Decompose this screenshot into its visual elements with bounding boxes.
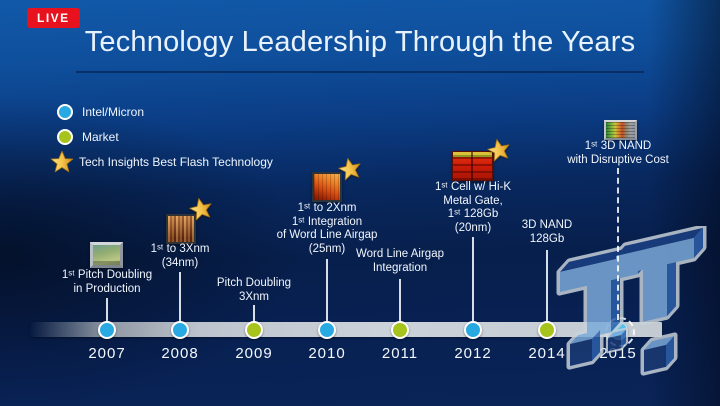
legend-item-market: Market <box>50 129 273 145</box>
legend-item-intel-micron: Intel/Micron <box>50 104 273 120</box>
milestone-connector-2011 <box>399 279 401 322</box>
legend-label: Intel/Micron <box>82 105 145 119</box>
award-star-icon-2008 <box>187 195 215 222</box>
milestone-connector-2015 <box>617 168 619 320</box>
legend-label: Market <box>82 130 119 144</box>
milestone-dot-2009 <box>245 321 263 339</box>
live-badge: LIVE <box>27 8 80 28</box>
slide-title: Technology Leadership Through the Years <box>84 26 636 58</box>
chip-photo-2008 <box>166 214 196 244</box>
milestone-dot-2012 <box>464 321 482 339</box>
market-marker-icon <box>57 129 73 145</box>
chip-photo-2015 <box>604 120 637 140</box>
milestone-label-2015: 1ˢᵗ 3D NAND with Disruptive Cost <box>567 140 669 166</box>
milestone-dot-2011 <box>391 321 409 339</box>
legend-item-best-flash: Tech Insights Best Flash Technology <box>50 150 273 173</box>
tweaktown-watermark-logo <box>556 226 708 382</box>
milestone-connector-2008 <box>179 272 181 322</box>
award-star-icon-2012 <box>485 136 513 163</box>
chip-photo-2012 <box>452 151 493 181</box>
milestone-label-2011: Word Line Airgap Integration <box>355 248 444 274</box>
timeline-year-2010: 2010 <box>308 345 346 362</box>
milestone-dot-2010 <box>318 321 336 339</box>
milestone-connector-2010 <box>326 259 328 322</box>
chip-photo-2010 <box>312 172 342 202</box>
milestone-dot-2014 <box>538 321 556 339</box>
title-divider <box>76 71 644 73</box>
milestone-label-2009: Pitch Doubling 3Xnm <box>216 277 292 303</box>
legend: Intel/Micron Market Tech Insights Best F… <box>50 104 273 179</box>
milestone-connector-2007 <box>106 298 108 322</box>
milestone-dot-2007 <box>98 321 116 339</box>
intel-micron-marker-icon <box>57 104 73 120</box>
milestone-connector-2014 <box>546 250 548 322</box>
milestone-dot-2008 <box>171 321 189 339</box>
milestone-connector-2009 <box>253 305 255 322</box>
milestone-label-2007: 1ˢᵗ Pitch Doubling in Production <box>61 269 153 295</box>
milestone-label-2010: 1ˢᵗ to 2Xnm 1ˢᵗ Integration of Word Line… <box>276 202 378 255</box>
milestone-label-2008: 1ˢᵗ to 3Xnm (34nm) <box>150 243 210 269</box>
timeline-year-2011: 2011 <box>381 345 419 362</box>
live-badge-label: LIVE <box>37 11 70 25</box>
milestone-label-2014: 3D NAND 128Gb <box>521 219 573 245</box>
timeline-year-2007: 2007 <box>88 345 126 362</box>
chip-photo-2007 <box>90 242 123 268</box>
award-star-icon-2010 <box>336 155 364 182</box>
timeline-year-2008: 2008 <box>161 345 199 362</box>
award-star-icon <box>50 150 74 173</box>
milestone-label-2012: 1ˢᵗ Cell w/ Hi-K Metal Gate, 1ˢᵗ 128Gb (… <box>434 181 512 234</box>
timeline-year-2012: 2012 <box>454 345 492 362</box>
legend-label: Tech Insights Best Flash Technology <box>79 155 273 169</box>
milestone-connector-2012 <box>472 237 474 322</box>
timeline-year-2009: 2009 <box>235 345 273 362</box>
timeline-year-2014: 2014 <box>528 345 566 362</box>
